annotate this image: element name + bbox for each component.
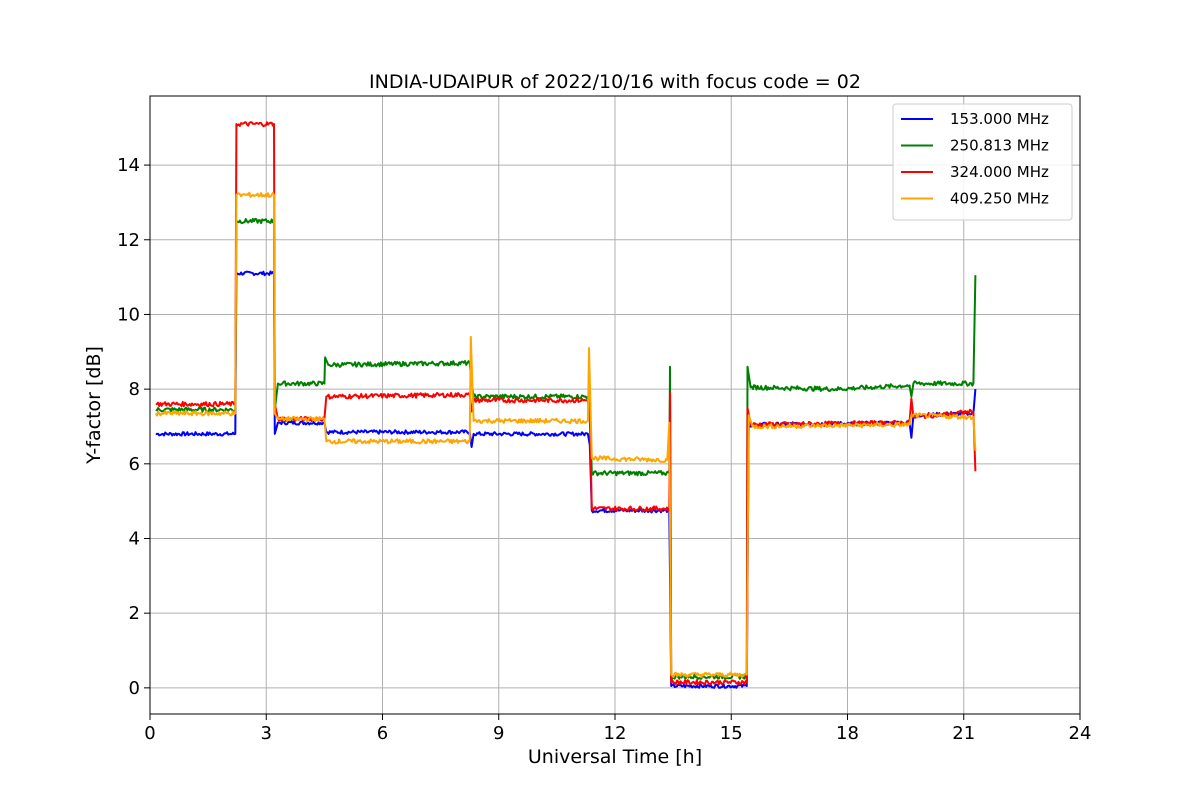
series-line <box>154 191 977 678</box>
legend-label: 250.813 MHz <box>950 137 1049 155</box>
x-tick-label: 12 <box>604 723 627 744</box>
legend-label: 324.000 MHz <box>950 163 1049 181</box>
legend: 153.000 MHz 250.813 MHz 324.000 MHz 409.250… <box>892 103 1073 221</box>
legend-label: 153.000 MHz <box>950 110 1049 128</box>
x-tick-label: 21 <box>952 723 975 744</box>
y-tick-label: 4 <box>129 528 140 549</box>
x-tick-label: 15 <box>720 723 743 744</box>
chart-title: INDIA-UDAIPUR of 2022/10/16 with focus c… <box>369 71 861 93</box>
plot-lines <box>154 121 977 689</box>
x-tick-label: 0 <box>144 723 155 744</box>
y-tick-label: 6 <box>129 454 140 475</box>
y-tick-label: 12 <box>117 230 140 251</box>
y-tick-label: 14 <box>117 155 140 176</box>
legend-label: 409.250 MHz <box>950 190 1049 208</box>
y-tick-label: 0 <box>129 678 140 699</box>
legend-box <box>892 103 1073 221</box>
x-tick-label: 24 <box>1069 723 1092 744</box>
x-axis-label: Universal Time [h] <box>528 746 702 768</box>
x-tick-label: 3 <box>261 723 272 744</box>
y-tick-label: 8 <box>129 379 140 400</box>
y-tick-label: 10 <box>117 304 140 325</box>
x-tick-label: 18 <box>836 723 859 744</box>
y-tick-label: 2 <box>129 603 140 624</box>
x-tick-label: 9 <box>493 723 504 744</box>
series-line <box>155 217 977 680</box>
y-axis-label: Y-factor [dB] <box>83 346 105 465</box>
x-tick-label: 6 <box>377 723 388 744</box>
